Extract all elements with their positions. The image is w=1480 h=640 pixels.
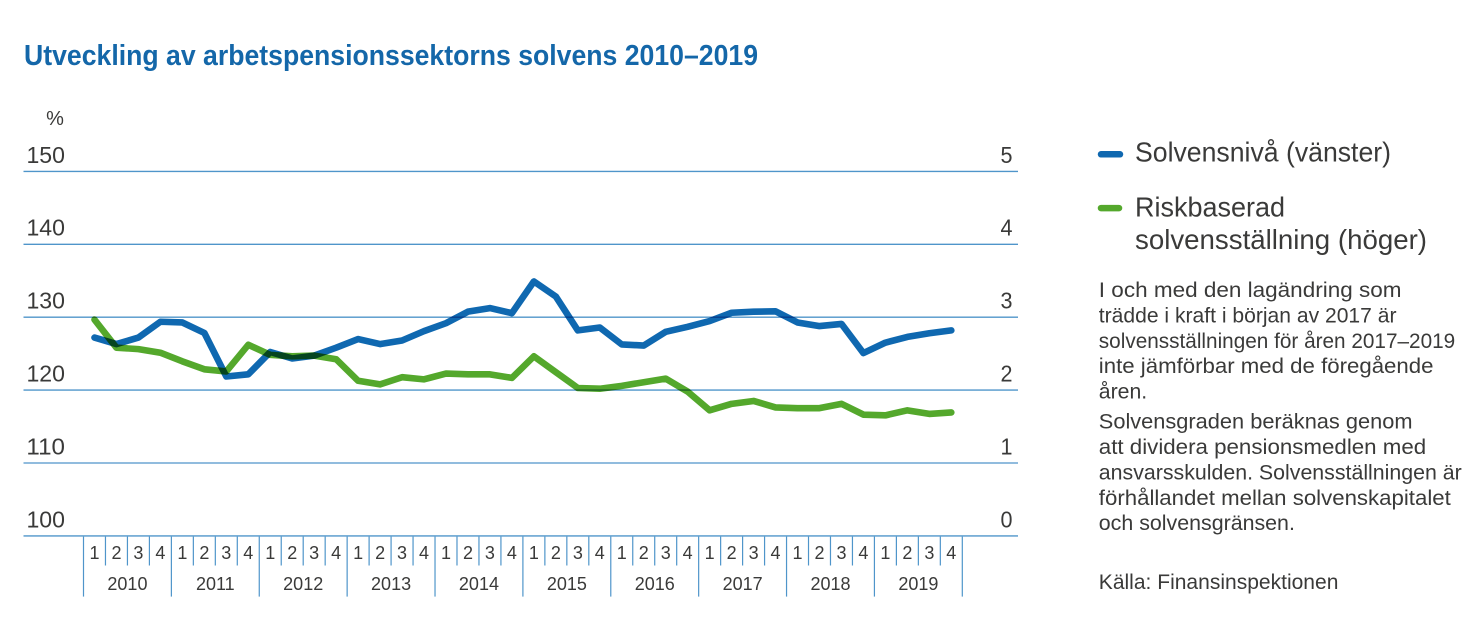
svg-text:4: 4	[595, 543, 605, 563]
svg-text:Källa: Finansinspektionen: Källa: Finansinspektionen	[1099, 571, 1339, 594]
svg-text:2016: 2016	[635, 574, 675, 594]
svg-text:4: 4	[331, 543, 341, 563]
svg-text:1: 1	[89, 543, 99, 563]
svg-text:1: 1	[705, 543, 715, 563]
svg-text:2018: 2018	[810, 574, 850, 594]
svg-text:3: 3	[133, 543, 143, 563]
svg-text:4: 4	[507, 543, 517, 563]
svg-text:åren.: åren.	[1099, 381, 1147, 404]
svg-text:1: 1	[880, 543, 890, 563]
svg-text:0: 0	[1001, 506, 1013, 532]
svg-text:2: 2	[375, 543, 385, 563]
svg-text:4: 4	[946, 543, 956, 563]
svg-text:att dividera pensionsmedlen me: att dividera pensionsmedlen med	[1099, 436, 1426, 459]
svg-text:2: 2	[199, 543, 209, 563]
svg-text:150: 150	[26, 142, 65, 168]
svg-text:Utveckling av arbetspensionsse: Utveckling av arbetspensionssektorns sol…	[24, 40, 758, 72]
svg-text:2015: 2015	[547, 574, 587, 594]
svg-text:1: 1	[353, 543, 363, 563]
svg-text:140: 140	[26, 215, 65, 241]
svg-text:3: 3	[661, 543, 671, 563]
svg-text:1: 1	[529, 543, 539, 563]
svg-text:1: 1	[1001, 433, 1013, 459]
svg-text:100: 100	[26, 506, 65, 532]
svg-text:2012: 2012	[283, 574, 323, 594]
svg-text:4: 4	[1001, 215, 1013, 241]
svg-text:solvensställningen för åren 20: solvensställningen för åren 2017–2019	[1099, 330, 1455, 353]
svg-text:förhållandet mellan solvenskap: förhållandet mellan solvenskapitalet	[1099, 487, 1451, 510]
svg-text:3: 3	[836, 543, 846, 563]
svg-text:2014: 2014	[459, 574, 499, 594]
svg-text:2: 2	[1001, 361, 1013, 387]
svg-text:3: 3	[749, 543, 759, 563]
svg-text:%: %	[46, 108, 64, 130]
svg-text:2: 2	[111, 543, 121, 563]
svg-text:4: 4	[155, 543, 165, 563]
svg-text:110: 110	[26, 433, 65, 459]
svg-text:2: 2	[463, 543, 473, 563]
svg-text:I och med den lagändring som: I och med den lagändring som	[1099, 279, 1402, 302]
svg-text:2: 2	[814, 543, 824, 563]
svg-text:2: 2	[551, 543, 561, 563]
svg-text:1: 1	[177, 543, 187, 563]
svg-text:1: 1	[265, 543, 275, 563]
svg-text:3: 3	[397, 543, 407, 563]
svg-text:3: 3	[924, 543, 934, 563]
svg-text:Riskbaserad: Riskbaserad	[1135, 191, 1285, 222]
svg-text:5: 5	[1001, 142, 1013, 168]
svg-text:1: 1	[617, 543, 627, 563]
svg-text:trädde i kraft i början av 201: trädde i kraft i början av 2017 är	[1099, 304, 1397, 327]
svg-text:solvensställning (höger): solvensställning (höger)	[1135, 224, 1427, 255]
svg-text:inte jämförbar med de föregåen: inte jämförbar med de föregående	[1099, 355, 1434, 378]
svg-text:120: 120	[26, 361, 65, 387]
svg-text:2019: 2019	[898, 574, 938, 594]
svg-text:2011: 2011	[196, 574, 235, 594]
svg-text:3: 3	[573, 543, 583, 563]
svg-text:3: 3	[485, 543, 495, 563]
svg-text:3: 3	[1001, 288, 1013, 314]
svg-text:130: 130	[26, 288, 65, 314]
svg-text:1: 1	[793, 543, 803, 563]
svg-text:3: 3	[309, 543, 319, 563]
svg-text:4: 4	[419, 543, 429, 563]
svg-text:2010: 2010	[107, 574, 147, 594]
svg-text:1: 1	[441, 543, 451, 563]
svg-text:2: 2	[639, 543, 649, 563]
svg-text:2013: 2013	[371, 574, 411, 594]
svg-text:2: 2	[287, 543, 297, 563]
svg-text:4: 4	[243, 543, 253, 563]
svg-text:4: 4	[683, 543, 693, 563]
svg-text:4: 4	[771, 543, 781, 563]
svg-text:2: 2	[727, 543, 737, 563]
svg-text:3: 3	[221, 543, 231, 563]
svg-text:ansvarsskulden. Solvensställni: ansvarsskulden. Solvensställningen är	[1099, 461, 1462, 484]
svg-text:och solvensgränsen.: och solvensgränsen.	[1099, 512, 1295, 535]
svg-text:4: 4	[858, 543, 868, 563]
svg-text:Solvensnivå (vänster): Solvensnivå (vänster)	[1135, 137, 1391, 168]
svg-text:2017: 2017	[723, 574, 763, 594]
svg-text:2: 2	[902, 543, 912, 563]
svg-text:Solvensgraden beräknas genom: Solvensgraden beräknas genom	[1099, 411, 1413, 434]
